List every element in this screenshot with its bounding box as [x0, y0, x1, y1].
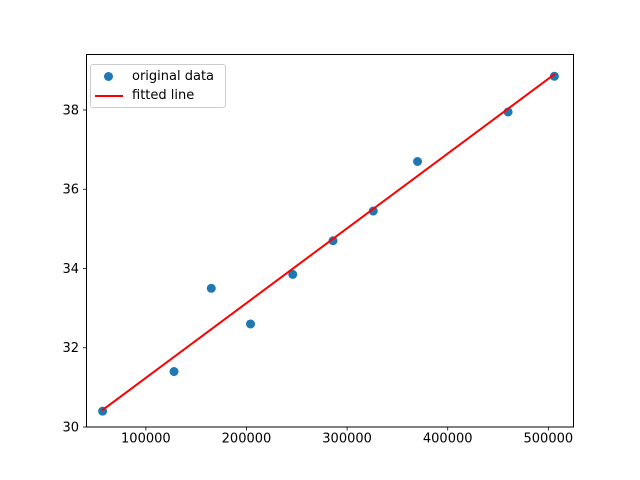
scatter-point [368, 206, 378, 216]
legend-handle [94, 94, 123, 97]
scatter-point [246, 319, 256, 329]
scatter-point [413, 156, 423, 166]
legend-label-fitted-line: fitted line [132, 88, 195, 103]
scatter-point [206, 283, 216, 293]
scatter-point [288, 269, 298, 279]
x-tick-label: 300000 [322, 432, 372, 447]
legend-handle [94, 72, 123, 81]
scatter-marker-icon [104, 72, 113, 81]
y-tick-label: 30 [62, 421, 79, 436]
legend-item-fitted-line: fitted line [91, 86, 225, 105]
y-tick-label: 36 [62, 183, 79, 198]
y-tick-label: 38 [62, 103, 79, 118]
x-tick-label: 200000 [222, 432, 272, 447]
x-tick-label: 500000 [524, 432, 574, 447]
scatter-point [549, 71, 559, 81]
legend-item-original-data: original data [91, 67, 225, 86]
fitted-line [101, 73, 556, 411]
plot-frame [86, 54, 574, 428]
y-tick-label: 32 [62, 341, 79, 356]
line-marker-icon [94, 94, 123, 97]
legend-label-original-data: original data [132, 69, 215, 84]
scatter-point [169, 367, 179, 377]
legend: original data fitted line [90, 64, 226, 108]
y-tick-label: 34 [62, 262, 79, 277]
x-tick-label: 100000 [121, 432, 171, 447]
x-tick-label: 400000 [423, 432, 473, 447]
scatter-point [328, 236, 338, 246]
